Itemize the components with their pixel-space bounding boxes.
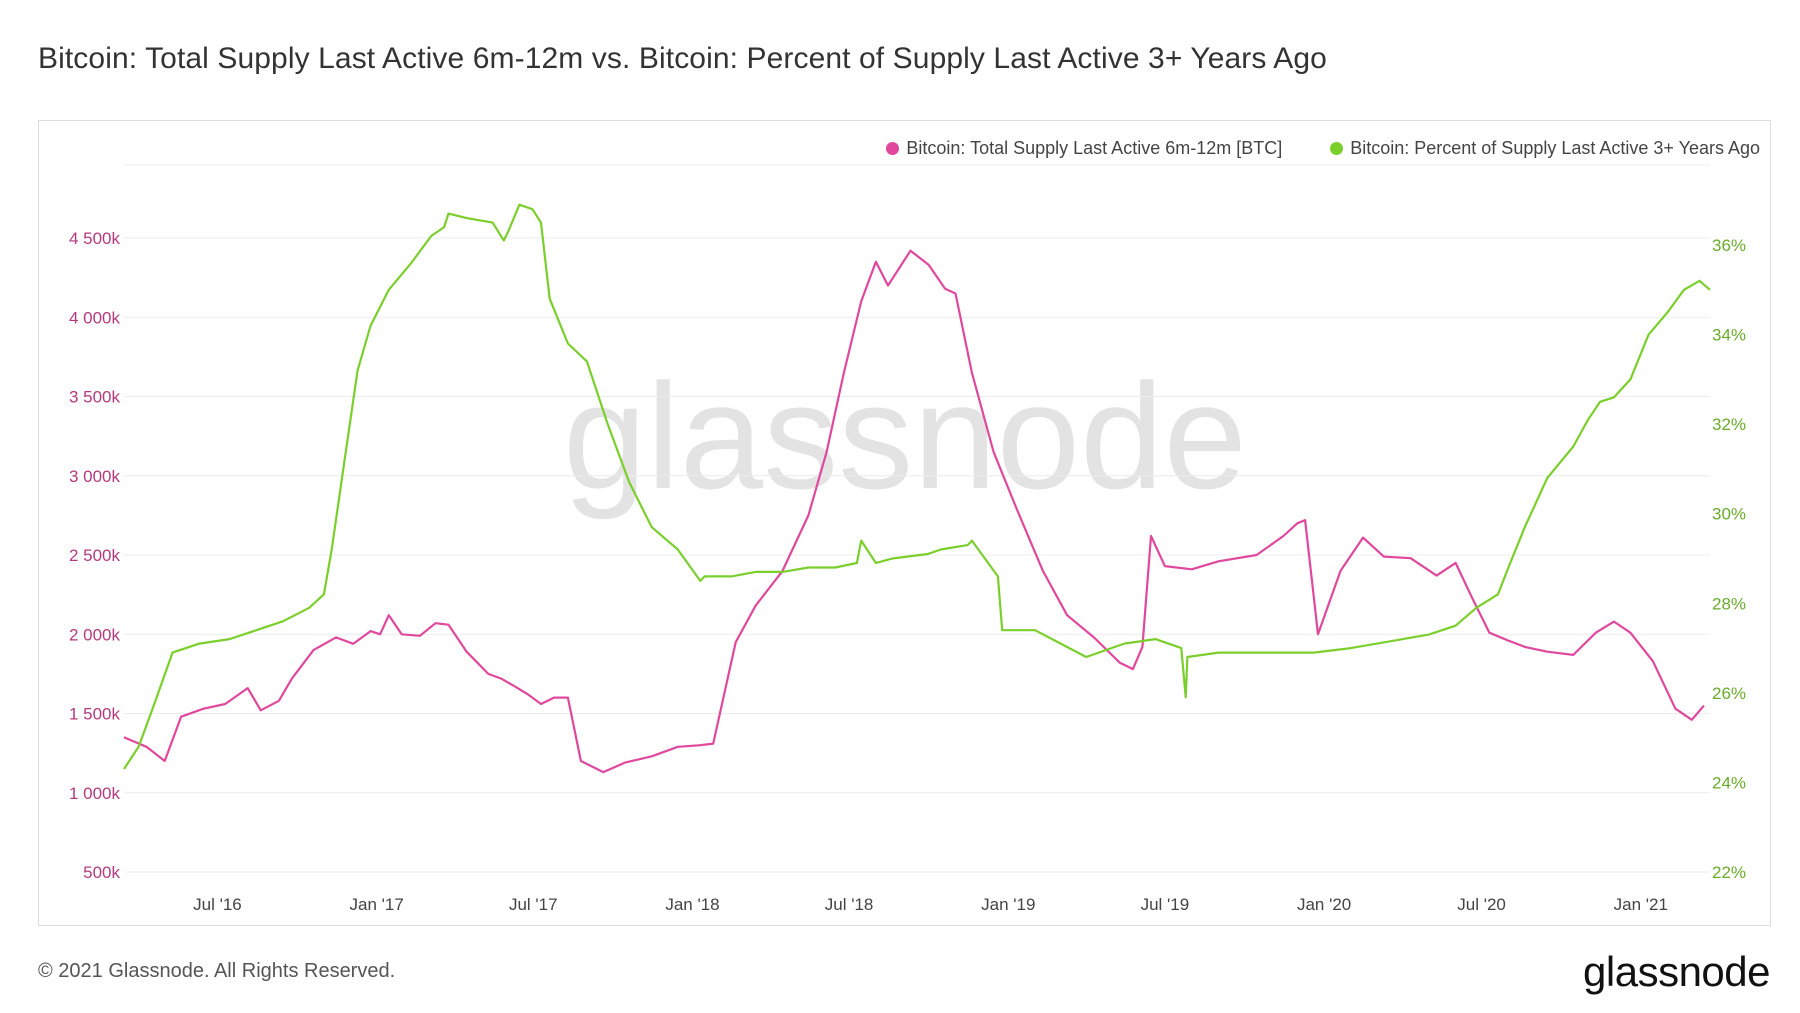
left-tick-label: 3 500k: [69, 388, 121, 407]
left-tick-label: 2 000k: [69, 625, 121, 644]
legend-dot-pink: [886, 142, 899, 155]
right-axis-ticks: 22% 24% 26% 28% 30% 32% 34% 36%: [1712, 236, 1746, 882]
legend-item-supply-6m-12m[interactable]: Bitcoin: Total Supply Last Active 6m-12m…: [886, 138, 1282, 159]
x-tick-label: Jul '17: [509, 895, 558, 914]
legend: Bitcoin: Total Supply Last Active 6m-12m…: [886, 138, 1760, 159]
legend-label-supply-6m-12m: Bitcoin: Total Supply Last Active 6m-12m…: [906, 138, 1282, 159]
legend-label-percent-3y: Bitcoin: Percent of Supply Last Active 3…: [1350, 138, 1760, 159]
x-tick-label: Jan '18: [665, 895, 719, 914]
glassnode-logo[interactable]: glassnode: [1583, 948, 1770, 996]
x-tick-label: Jan '17: [350, 895, 404, 914]
x-tick-label: Jul '19: [1141, 895, 1190, 914]
left-axis-ticks: 500k 1 000k 1 500k 2 000k 2 500k 3 000k 3 500k…: [69, 229, 121, 882]
watermark: glassnode: [563, 352, 1247, 520]
x-tick-label: Jul '18: [825, 895, 874, 914]
left-tick-label: 4 000k: [69, 308, 121, 327]
x-tick-label: Jan '20: [1297, 895, 1351, 914]
legend-dot-green: [1330, 142, 1343, 155]
left-tick-label: 500k: [83, 863, 120, 882]
x-axis-ticks: Jul '16 Jan '17 Jul '17 Jan '18 Jul '18 Jan '…: [193, 895, 1668, 914]
right-tick-label: 36%: [1712, 236, 1746, 255]
right-tick-label: 28%: [1712, 594, 1746, 613]
right-tick-label: 32%: [1712, 415, 1746, 434]
left-tick-label: 4 500k: [69, 229, 121, 248]
left-tick-label: 2 500k: [69, 546, 121, 565]
copyright-text: © 2021 Glassnode. All Rights Reserved.: [38, 960, 395, 983]
left-tick-label: 3 000k: [69, 467, 121, 486]
left-tick-label: 1 000k: [69, 784, 121, 803]
x-tick-label: Jan '19: [981, 895, 1035, 914]
x-tick-label: Jan '21: [1614, 895, 1668, 914]
right-tick-label: 30%: [1712, 505, 1746, 524]
left-tick-label: 1 500k: [69, 705, 121, 724]
x-tick-label: Jul '16: [193, 895, 242, 914]
x-tick-label: Jul '20: [1457, 895, 1506, 914]
legend-item-percent-3y[interactable]: Bitcoin: Percent of Supply Last Active 3…: [1330, 138, 1760, 159]
right-tick-label: 22%: [1712, 863, 1746, 882]
right-tick-label: 24%: [1712, 773, 1746, 792]
right-tick-label: 26%: [1712, 684, 1746, 703]
right-tick-label: 34%: [1712, 326, 1746, 345]
